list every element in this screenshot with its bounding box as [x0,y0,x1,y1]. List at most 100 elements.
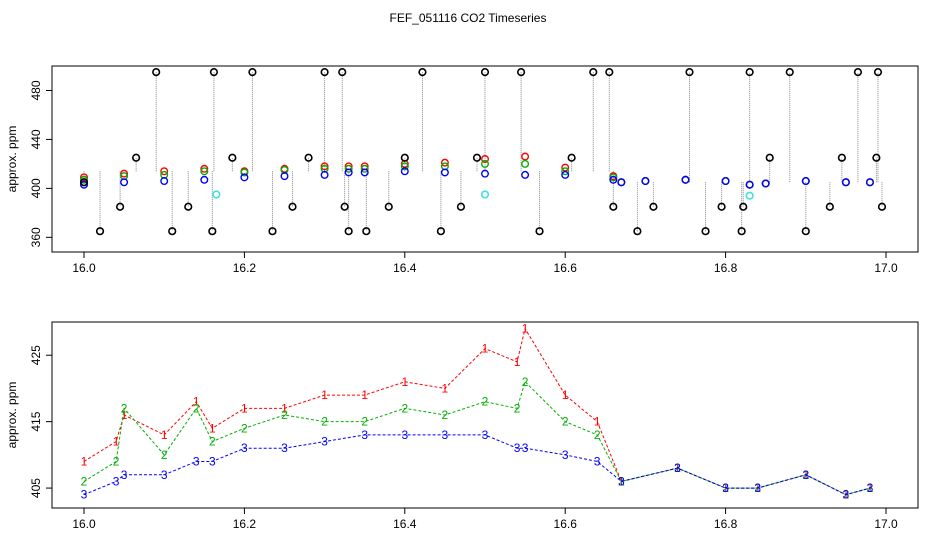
top-plot-frame [51,65,919,253]
series-1-label: 1 [618,474,625,488]
flagged-point [418,68,427,77]
series-3-label: 3 [562,448,569,462]
flagged-point [872,153,881,162]
flagged-point [609,202,618,211]
flagged-point [304,153,313,162]
series-3-point [360,168,369,177]
flagged-point [436,227,445,236]
series-3-label: 3 [81,488,88,502]
flagged-point [535,227,544,236]
panel1-x-tick-label: 16.2 [233,517,257,531]
series-1-label: 1 [361,388,368,402]
flagged-point [837,153,846,162]
panel1-y-tick-label: 425 [29,345,43,365]
series-2-label: 2 [281,408,288,422]
flagged-point [873,68,883,77]
flagged-point [95,227,105,236]
bottom-plot-frame [51,321,919,509]
series-2-label: 2 [482,395,489,409]
series-2-label: 2 [113,455,120,469]
flagged-point [79,178,89,187]
series-2-label: 2 [522,375,529,389]
series-3-label: 3 [193,455,200,469]
series-1-label: 1 [209,421,216,435]
series-3-point [761,179,770,188]
marker-point [745,191,754,200]
flagged-point [589,68,598,77]
series-1-point [481,154,490,163]
series-3-label: 3 [514,441,521,455]
series-3-label: 3 [241,441,248,455]
series-3-label: 3 [121,468,128,482]
flagged-point [400,153,409,162]
series-3-point [200,175,209,184]
series-2-label: 2 [193,401,200,415]
flagged-point [801,227,810,236]
flagged-point [633,227,642,236]
flagged-point [480,68,490,77]
series-3-point [801,177,810,186]
flagged-point [209,68,219,77]
panel0-x-tick-label: 16.8 [714,261,738,275]
series-1-label: 1 [482,342,489,356]
series-3-point [440,168,449,177]
series-3-label: 3 [802,468,809,482]
series-1-label: 1 [321,388,328,402]
panel0-x-tick-label: 16.2 [233,261,257,275]
series-3-point [400,167,409,176]
flagged-point [765,153,774,162]
series-2-label: 2 [321,415,328,429]
series-2-label: 2 [514,401,521,415]
series-2-label: 2 [442,408,449,422]
series-3-point [681,175,690,184]
series-1-label: 1 [442,381,449,395]
flagged-point [745,68,754,77]
flagged-point [737,227,746,236]
series-1-point [160,167,169,176]
top-panel: approx. ppm 16.0 16.2 16.4 16.6 16.8 17.0 360 4… [5,65,919,275]
flagged-point [785,68,794,77]
series-1-label: 1 [562,388,569,402]
series-3-label: 3 [361,428,368,442]
top-y-axis-label: approx. ppm [5,126,19,193]
series-2-point [561,167,570,176]
flagged-point [132,153,141,162]
series-3-point [561,170,570,179]
series-1-label: 1 [522,322,529,336]
series-1-label: 1 [867,481,874,495]
series-1-point [521,152,530,161]
series-2-label: 2 [722,481,729,495]
flagged-point [649,202,658,211]
series-3-label: 3 [594,455,601,469]
flagged-point [362,227,371,236]
series-2-point [240,168,249,177]
flagged-point [456,202,466,211]
series-3-label: 3 [209,455,216,469]
panel0-y-tick-label: 360 [29,227,43,247]
series-3-point [160,177,169,186]
series-1-label: 1 [514,355,521,369]
flagged-point [184,202,193,211]
series-1-point [200,164,209,173]
series-1-label: 1 [193,395,200,409]
series-3-label: 3 [522,441,529,455]
flagged-point [320,68,329,77]
series-3-point [745,180,754,189]
series-3-label: 3 [401,428,408,442]
series-2-label: 2 [594,428,601,442]
series-1-line [83,327,871,496]
series-3-point [617,178,626,187]
series-2-point [79,175,88,184]
series-2-point [360,164,369,173]
flagged-point [288,202,297,211]
flagged-point [685,68,694,77]
series-1-point [79,173,88,182]
series-3-label: 3 [722,481,729,495]
series-3-label: 3 [843,488,850,502]
series-1-point [440,158,449,167]
series-2-label: 2 [867,481,874,495]
series-3-point [280,172,289,181]
flagged-point [208,227,217,236]
series-1-point [320,162,329,171]
series-1-label: 1 [241,401,248,415]
